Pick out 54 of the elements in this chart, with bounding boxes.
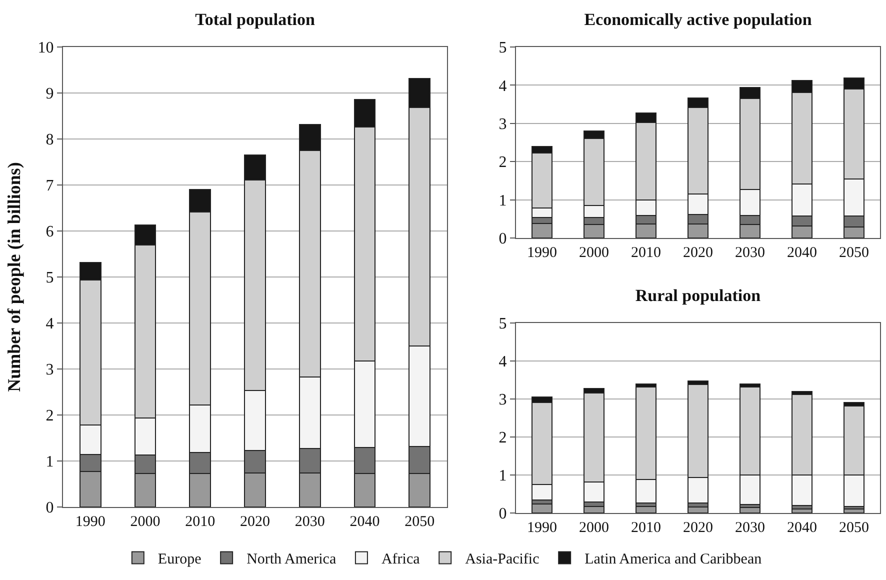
y-tick-label: 3 xyxy=(498,392,507,409)
x-tick-label: 1990 xyxy=(527,520,557,536)
x-tick-label: 2040 xyxy=(787,520,817,536)
y-tick-label: 1 xyxy=(498,192,507,210)
y-tick-label: 3 xyxy=(46,362,54,379)
y-tick-label: 4 xyxy=(498,354,507,371)
x-tick-label: 2030 xyxy=(735,245,765,261)
y-tick-label: 2 xyxy=(46,408,54,425)
y-tick-label: 3 xyxy=(498,116,507,133)
y-tick-label: 6 xyxy=(46,224,54,241)
legend-label: Europe xyxy=(158,552,202,568)
y-tick-label: 5 xyxy=(498,316,507,333)
bar xyxy=(532,503,552,513)
x-tick-label: 2020 xyxy=(683,245,713,261)
x-tick-label: 2040 xyxy=(787,245,817,261)
legend-label: North America xyxy=(246,552,336,568)
y-tick-label: 2 xyxy=(498,154,507,172)
x-tick-label: 2050 xyxy=(839,245,869,261)
y-axis-title: Number of people (in billions) xyxy=(4,162,24,392)
y-tick-label: 2 xyxy=(498,430,507,447)
y-tick-label: 0 xyxy=(498,230,507,248)
x-tick-label: 2030 xyxy=(735,520,765,536)
x-tick-label: 2000 xyxy=(579,520,609,536)
x-tick-label: 2050 xyxy=(839,520,869,536)
x-tick-label: 2030 xyxy=(294,514,325,530)
x-tick-label: 2000 xyxy=(130,514,160,530)
x-tick-label: 2040 xyxy=(350,514,380,530)
legend-label: Asia-Pacific xyxy=(465,552,540,568)
y-tick-label: 0 xyxy=(498,506,507,523)
y-tick-label: 5 xyxy=(46,270,54,287)
x-tick-label: 2020 xyxy=(240,514,270,530)
x-tick-label: 2010 xyxy=(631,520,661,536)
x-tick-label: 1990 xyxy=(527,245,557,261)
legend-label: Latin America and Caribbean xyxy=(584,552,762,568)
y-tick-label: 5 xyxy=(498,40,507,57)
chart-title: Total population xyxy=(195,10,316,29)
y-tick-label: 7 xyxy=(46,178,54,195)
y-tick-label: 9 xyxy=(46,86,54,103)
y-tick-label: 10 xyxy=(38,40,54,57)
legend-label: Africa xyxy=(381,552,420,568)
y-tick-label: 0 xyxy=(46,500,54,517)
x-tick-label: 2020 xyxy=(683,520,713,536)
x-tick-label: 2010 xyxy=(185,514,216,530)
x-tick-label: 2050 xyxy=(404,514,435,530)
chart-title: Economically active population xyxy=(584,10,812,29)
y-tick-label: 8 xyxy=(46,132,54,149)
y-tick-label: 1 xyxy=(46,454,54,471)
x-tick-label: 2010 xyxy=(631,245,661,261)
y-tick-label: 1 xyxy=(498,468,507,485)
y-tick-label: 4 xyxy=(498,78,507,95)
x-tick-label: 1990 xyxy=(75,514,106,530)
x-tick-label: 2000 xyxy=(579,245,609,261)
chart-title: Rural population xyxy=(635,286,762,305)
y-tick-label: 4 xyxy=(46,316,54,333)
